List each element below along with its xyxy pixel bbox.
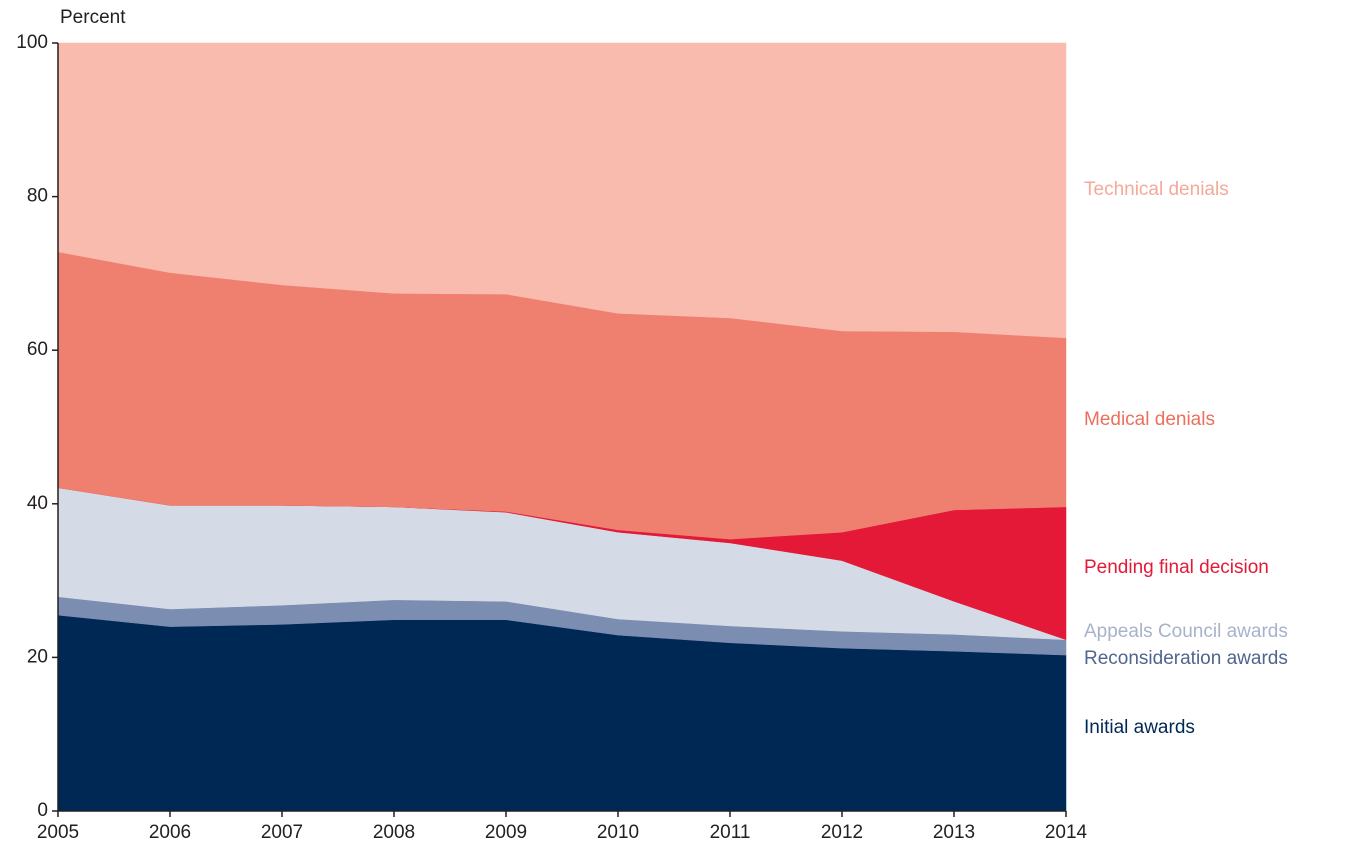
x-tick-label: 2014: [1045, 822, 1088, 843]
x-tick-label: 2007: [261, 822, 303, 843]
x-tick-label: 2010: [597, 822, 639, 843]
y-tick-label: 60: [27, 339, 48, 360]
x-tick-label: 2008: [373, 822, 415, 843]
legend-label: Medical denials: [1084, 409, 1215, 430]
x-tick-label: 2009: [485, 822, 527, 843]
area: [57, 42, 1067, 339]
legend-label: Technical denials: [1084, 179, 1229, 200]
x-tick-label: 2011: [710, 822, 751, 843]
y-tick-label: 40: [27, 493, 48, 514]
y-tick-label: 0: [37, 800, 48, 821]
x-tick-label: 2006: [149, 822, 191, 843]
legend-label: Reconsideration awards: [1084, 648, 1288, 669]
x-tick-label: 2012: [821, 822, 863, 843]
y-tick-label: 80: [27, 186, 48, 207]
legend-label: Appeals Council awards: [1084, 621, 1288, 642]
x-tick-label: 2013: [933, 822, 975, 843]
y-tick-label: 100: [16, 32, 48, 53]
legend-label: Pending final decision: [1084, 557, 1269, 578]
y-tick-label: 20: [27, 646, 48, 667]
y-axis-label: Percent: [60, 7, 126, 28]
x-tick-label: 2005: [37, 822, 79, 843]
legend-label: Initial awards: [1084, 717, 1195, 738]
